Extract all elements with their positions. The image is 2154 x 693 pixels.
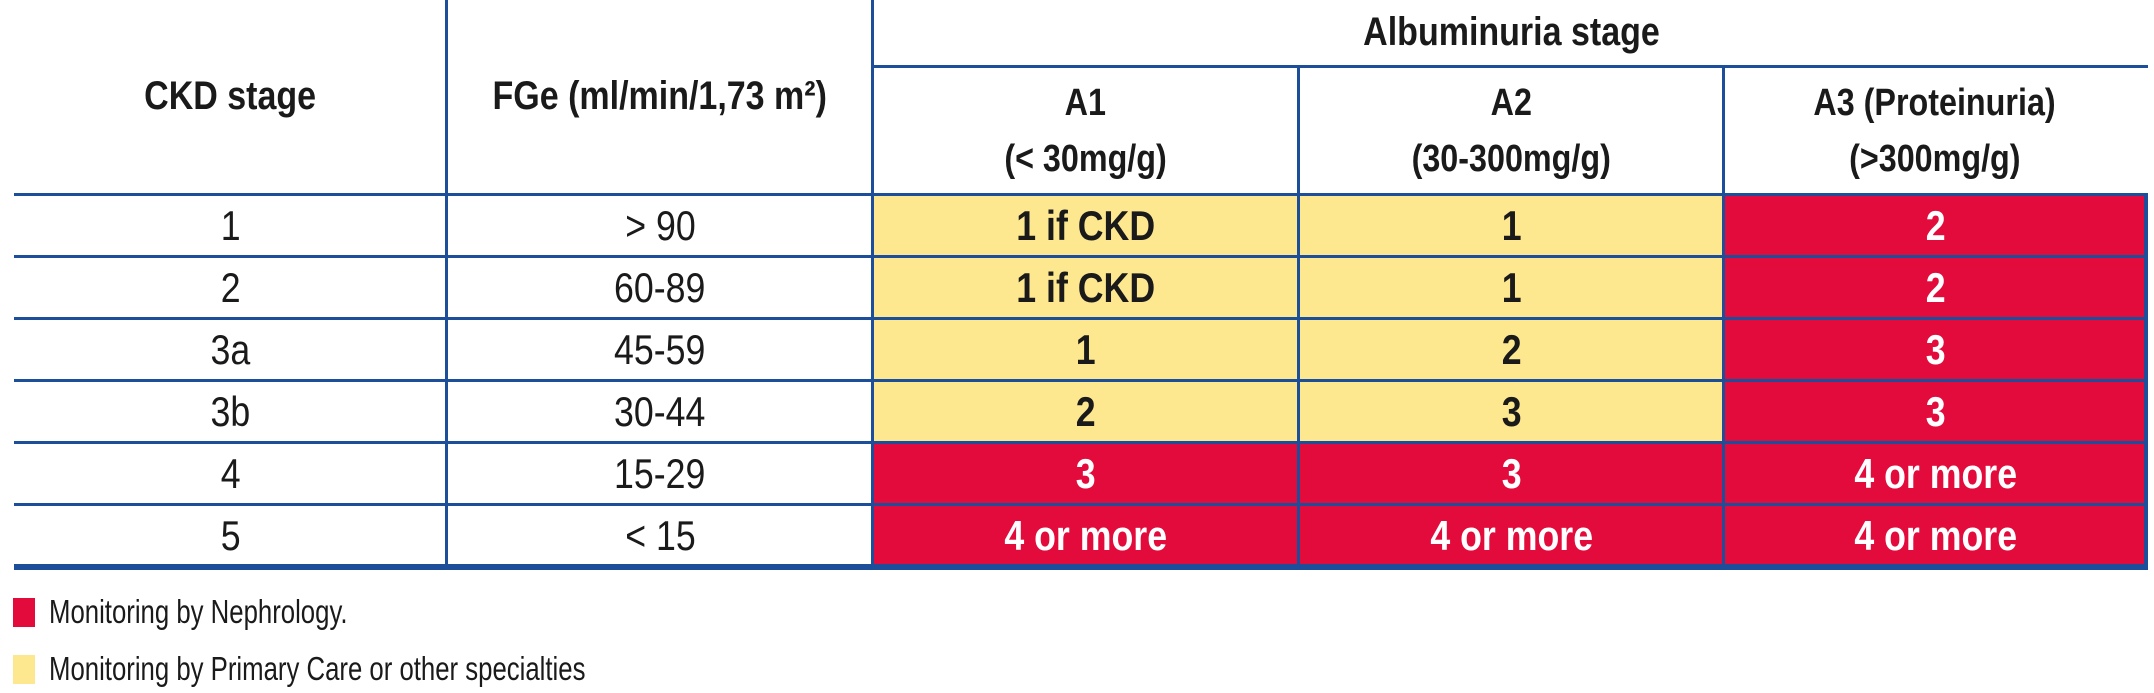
grid-line (445, 0, 448, 567)
risk-cell: 1 if CKD (873, 195, 1299, 257)
legend-label: Monitoring by Primary Care or other spec… (49, 650, 586, 687)
cell-text: 3 (1076, 450, 1096, 497)
risk-cell: 3 (1724, 319, 2148, 381)
grid-line (14, 193, 2148, 196)
grid-line (14, 441, 2148, 444)
risk-cell: 4 or more (1299, 505, 1724, 567)
ckd-stage-column-header: CKD stage (14, 0, 447, 193)
table-cell: 3a (14, 319, 447, 381)
cell-text: 3 (1926, 326, 1946, 373)
risk-cell: 2 (1724, 257, 2148, 319)
cell-text: 4 or more (1004, 512, 1168, 559)
risk-cell: 2 (1299, 319, 1724, 381)
risk-cell: 2 (1724, 195, 2148, 257)
legend-item: Monitoring by Primary Care or other spec… (13, 650, 737, 687)
risk-cell: 3 (1299, 443, 1724, 505)
fge-column-header: FGe (ml/min/1,73 m²) (448, 0, 871, 193)
cell-text: 3a (210, 326, 251, 373)
header-text: (>300mg/g) (1848, 137, 2021, 180)
cell-text: 60-89 (614, 264, 706, 311)
header-text: A3 (Proteinuria) (1813, 81, 2056, 124)
table-cell: > 90 (447, 195, 873, 257)
cell-text: < 15 (624, 512, 696, 559)
table-cell: 30-44 (447, 381, 873, 443)
risk-cell: 1 (1299, 195, 1724, 257)
cell-text: > 90 (624, 202, 696, 249)
table-cell: 2 (14, 257, 447, 319)
grid-line (871, 65, 2148, 68)
cell-text: 3 (1501, 388, 1522, 435)
cell-text: 4 or more (1430, 512, 1593, 559)
header-text: A2 (1490, 81, 1532, 124)
nephrology-color-swatch (13, 597, 35, 627)
risk-cell: 3 (873, 443, 1299, 505)
grid-line (1722, 65, 1725, 567)
cell-text: 45-59 (614, 326, 706, 373)
cell-text: 3 (1501, 450, 1522, 497)
header-text: CKD stage (144, 74, 317, 118)
cell-text: 5 (220, 512, 241, 559)
table-cell: 60-89 (447, 257, 873, 319)
cell-text: 30-44 (614, 388, 706, 435)
primary-care-color-swatch (13, 654, 35, 684)
grid-line (14, 317, 2148, 320)
header-text: (< 30mg/g) (1004, 137, 1167, 180)
cell-text: 1 if CKD (1016, 202, 1156, 249)
cell-text: 1 (220, 202, 241, 249)
risk-cell: 2 (873, 381, 1299, 443)
grid-line (14, 564, 2148, 570)
table-cell: 1 (14, 195, 447, 257)
risk-cell: 3 (1724, 381, 2148, 443)
risk-cell: 1 (1299, 257, 1724, 319)
cell-text: 2 (1926, 264, 1946, 311)
risk-cell: 1 (873, 319, 1299, 381)
cell-text: 1 (1076, 326, 1096, 373)
risk-cell: 3 (1299, 381, 1724, 443)
cell-text: 2 (1076, 388, 1096, 435)
legend-label: Monitoring by Nephrology. (49, 593, 348, 630)
cell-text: 1 if CKD (1016, 264, 1156, 311)
table-cell: 5 (14, 505, 447, 567)
header-text: Albuminuria stage (1362, 10, 1660, 54)
table-cell: 45-59 (447, 319, 873, 381)
cell-text: 15-29 (614, 450, 706, 497)
cell-text: 2 (1926, 202, 1946, 249)
grid-line (14, 255, 2148, 258)
table-cell: 15-29 (447, 443, 873, 505)
grid-line (1297, 65, 1300, 567)
header-text: A1 (1064, 81, 1107, 124)
risk-cell: 4 or more (873, 505, 1299, 567)
cell-text: 1 (1501, 264, 1522, 311)
a3-column-header: A3 (Proteinuria) (>300mg/g) (1725, 68, 2144, 193)
cell-text: 3b (210, 388, 251, 435)
cell-text: 1 (1501, 202, 1522, 249)
grid-line (871, 0, 874, 567)
legend-item: Monitoring by Nephrology. (13, 593, 432, 630)
cell-text: 4 (220, 450, 241, 497)
cell-text: 2 (1501, 326, 1522, 373)
table-cell: 3b (14, 381, 447, 443)
header-text: (30-300mg/g) (1411, 137, 1611, 180)
cell-text: 2 (220, 264, 241, 311)
risk-cell: 1 if CKD (873, 257, 1299, 319)
a2-column-header: A2 (30-300mg/g) (1300, 68, 1722, 193)
header-text: FGe (ml/min/1,73 m²) (492, 74, 827, 118)
grid-line (14, 379, 2148, 382)
a1-column-header: A1 (< 30mg/g) (874, 68, 1297, 193)
albuminuria-stage-group-header: Albuminuria stage (874, 0, 2148, 65)
risk-cell: 4 or more (1724, 443, 2148, 505)
risk-cell: 4 or more (1724, 505, 2148, 567)
cell-text: 4 or more (1854, 512, 2018, 559)
cell-text: 3 (1926, 388, 1946, 435)
table-cell: 4 (14, 443, 447, 505)
table-cell: < 15 (447, 505, 873, 567)
cell-text: 4 or more (1854, 450, 2018, 497)
grid-line (14, 503, 2148, 506)
